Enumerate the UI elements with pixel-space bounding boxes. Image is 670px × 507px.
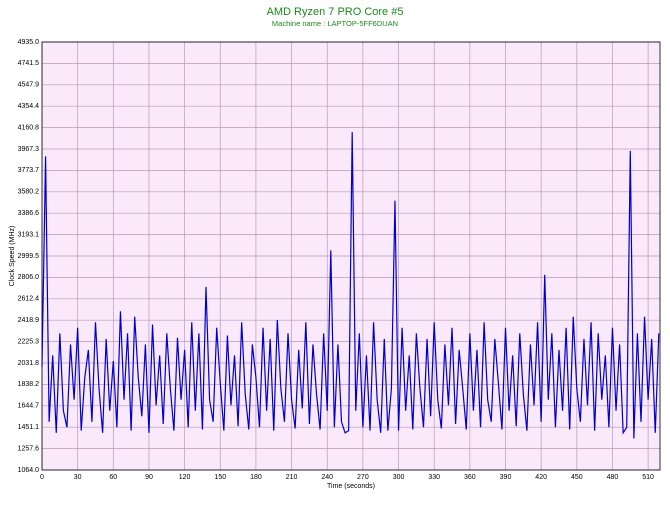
y-tick-label: 4935.0	[18, 39, 40, 46]
y-axis-label: Clock Speed (MHz)	[9, 226, 16, 287]
y-tick-label: 1451.1	[18, 424, 40, 431]
x-tick-label: 360	[464, 474, 476, 481]
x-tick-label: 420	[535, 474, 547, 481]
x-tick-label: 30	[74, 474, 82, 481]
x-tick-label: 180	[250, 474, 262, 481]
y-tick-label: 2225.3	[18, 338, 40, 345]
y-tick-label: 4160.8	[18, 124, 40, 131]
x-tick-label: 0	[40, 474, 44, 481]
y-tick-label: 3193.1	[18, 231, 40, 238]
x-tick-label: 240	[321, 474, 333, 481]
x-tick-label: 450	[571, 474, 583, 481]
x-tick-label: 480	[607, 474, 619, 481]
y-tick-label: 4354.4	[18, 103, 40, 110]
x-tick-label: 210	[286, 474, 298, 481]
y-tick-label: 1838.2	[18, 381, 40, 388]
x-tick-label: 60	[109, 474, 117, 481]
x-tick-label: 510	[642, 474, 654, 481]
x-tick-label: 300	[393, 474, 405, 481]
x-tick-label: 150	[214, 474, 226, 481]
plot-border	[41, 41, 661, 471]
y-tick-label: 4741.5	[18, 60, 40, 67]
x-tick-label: 390	[500, 474, 512, 481]
y-tick-label: 2806.0	[18, 274, 40, 281]
y-tick-label: 1257.6	[18, 445, 40, 452]
y-tick-label: 3386.6	[18, 210, 40, 217]
y-tick-label: 1064.0	[18, 467, 40, 474]
y-tick-label: 2999.5	[18, 253, 40, 260]
y-tick-label: 3967.3	[18, 146, 40, 153]
y-tick-label: 2612.4	[18, 296, 40, 303]
y-tick-label: 1644.7	[18, 403, 40, 410]
chart-subtitle: Machine name : LAPTOP-5FF6DUAN	[272, 19, 398, 28]
data-line	[41, 132, 660, 439]
x-tick-label: 90	[145, 474, 153, 481]
y-tick-label: 2418.9	[18, 317, 40, 324]
y-tick-label: 2031.8	[18, 360, 40, 367]
x-tick-label: 330	[428, 474, 440, 481]
x-tick-label: 270	[357, 474, 369, 481]
x-axis-label: Time (seconds)	[327, 483, 375, 490]
y-tick-label: 3773.7	[18, 167, 40, 174]
chart-title: AMD Ryzen 7 PRO Core #5	[267, 6, 404, 18]
y-tick-label: 4547.9	[18, 82, 40, 89]
x-tick-label: 120	[179, 474, 191, 481]
y-tick-label: 3580.2	[18, 189, 40, 196]
